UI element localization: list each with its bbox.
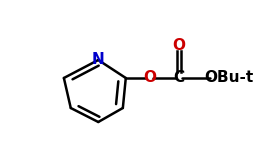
Text: O: O bbox=[143, 71, 156, 85]
Text: N: N bbox=[92, 52, 105, 67]
Text: O: O bbox=[172, 38, 185, 52]
Text: C: C bbox=[173, 71, 184, 85]
Text: OBu-t: OBu-t bbox=[204, 71, 254, 85]
